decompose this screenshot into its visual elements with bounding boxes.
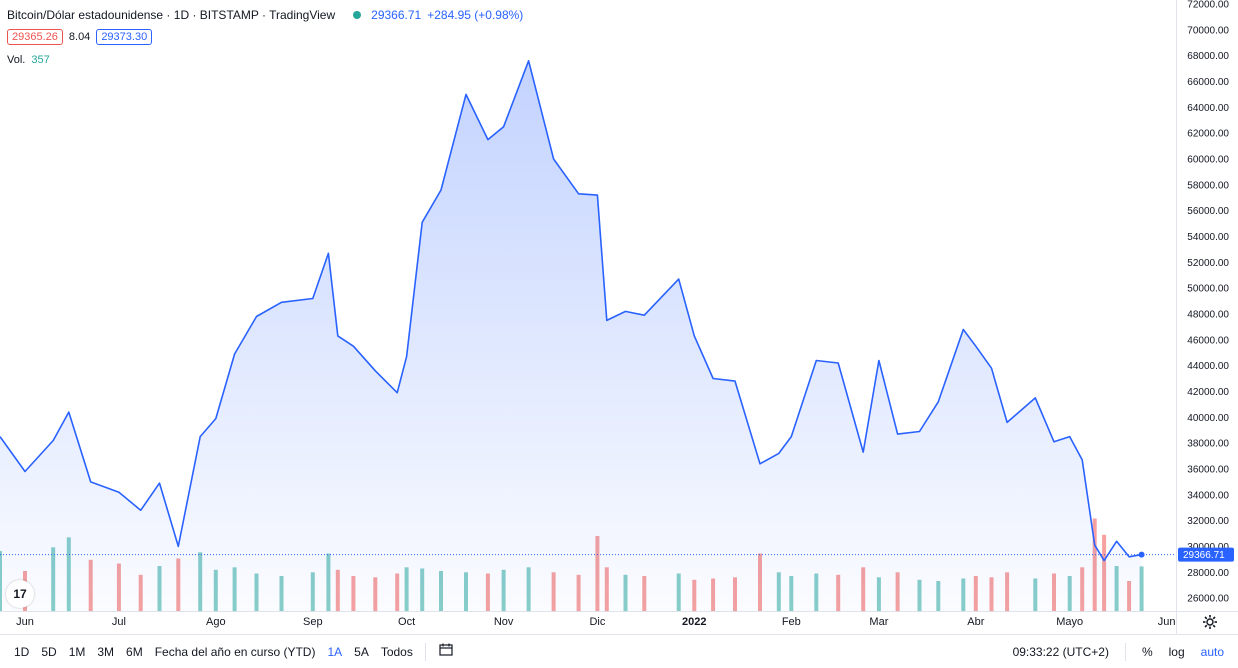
- symbol-legend: Bitcoin/Dólar estadounidense · 1D · BITS…: [7, 8, 523, 22]
- range-3m-button[interactable]: 3M: [97, 644, 115, 659]
- price-line: [0, 60, 1142, 562]
- y-tick-label: 64000.00: [1187, 103, 1229, 114]
- y-tick-label: 56000.00: [1187, 206, 1229, 217]
- spread-value: 8.04: [68, 31, 91, 43]
- bottom-toolbar: 1D 5D 1M 3M 6M Fecha del año en curso (Y…: [0, 634, 1238, 668]
- sell-price-button[interactable]: 29365.26: [7, 29, 63, 45]
- y-tick-label: 32000.00: [1187, 516, 1229, 527]
- price-area: [0, 60, 1142, 612]
- volume-legend: Vol. 357: [7, 54, 50, 66]
- y-tick-label: 26000.00: [1187, 594, 1229, 605]
- y-tick-label: 54000.00: [1187, 232, 1229, 243]
- y-tick-label: 52000.00: [1187, 258, 1229, 269]
- y-tick-label: 72000.00: [1187, 0, 1229, 11]
- y-tick-label: 30000.00: [1187, 542, 1229, 553]
- volume-label: Vol.: [7, 54, 26, 66]
- x-tick-label: Jun: [16, 616, 34, 628]
- clock-timezone[interactable]: 09:33:22 (UTC+2): [1012, 644, 1109, 659]
- last-price-badge-box: [1178, 547, 1234, 562]
- y-tick-label: 48000.00: [1187, 310, 1229, 321]
- y-tick-label: 28000.00: [1187, 568, 1229, 579]
- symbol-title[interactable]: Bitcoin/Dólar estadounidense · 1D · BITS…: [7, 8, 336, 22]
- y-tick-label: 42000.00: [1187, 387, 1229, 398]
- range-1m-button[interactable]: 1M: [68, 644, 86, 659]
- x-tick-label: Oct: [398, 616, 415, 628]
- x-tick-label: Dic: [589, 616, 605, 628]
- range-6m-button[interactable]: 6M: [126, 644, 143, 659]
- range-1y-button[interactable]: 1A: [327, 644, 343, 659]
- last-price-badge: 29366.71: [1183, 550, 1225, 561]
- range-5y-button[interactable]: 5A: [354, 644, 369, 659]
- x-tick-label: Jun: [1158, 616, 1176, 628]
- log-scale-button[interactable]: log: [1168, 644, 1185, 659]
- x-tick-label: Abr: [967, 616, 984, 628]
- y-tick-label: 38000.00: [1187, 439, 1229, 450]
- bid-ask-row: 29365.26 8.04 29373.30: [7, 29, 153, 45]
- y-tick-label: 66000.00: [1187, 77, 1229, 88]
- auto-scale-button[interactable]: auto: [1200, 644, 1224, 659]
- toolbar-divider: [1124, 642, 1126, 661]
- y-tick-label: 62000.00: [1187, 129, 1229, 140]
- x-tick-label: Ago: [206, 616, 226, 628]
- x-tick-label: Mayo: [1056, 616, 1083, 628]
- x-tick-label: Nov: [494, 616, 514, 628]
- x-tick-label: Sep: [303, 616, 323, 628]
- last-price-dot: [1138, 551, 1145, 558]
- toolbar-divider: [424, 642, 426, 661]
- y-tick-label: 46000.00: [1187, 335, 1229, 346]
- time-axis: Jun Jul Ago Sep Oct Nov Dic 2022 Feb Mar Abr Mayo Ju…: [16, 616, 1175, 628]
- y-tick-label: 40000.00: [1187, 413, 1229, 424]
- x-tick-label: Jul: [112, 616, 126, 628]
- date-range-icon[interactable]: [432, 640, 460, 663]
- percent-scale-button[interactable]: %: [1141, 644, 1153, 659]
- tradingview-logo[interactable]: 17: [6, 580, 34, 608]
- range-all-button[interactable]: Todos: [380, 644, 413, 659]
- y-tick-label: 50000.00: [1187, 284, 1229, 295]
- range-ytd-button[interactable]: Fecha del año en curso (YTD): [154, 644, 316, 659]
- settings-gear-icon[interactable]: [1202, 614, 1218, 630]
- price-chart[interactable]: 72000.00 70000.00 68000.00 66000.00 64000.00…: [0, 0, 1238, 634]
- y-tick-label: 44000.00: [1187, 361, 1229, 372]
- y-tick-label: 68000.00: [1187, 51, 1229, 62]
- y-tick-label: 34000.00: [1187, 490, 1229, 501]
- range-5d-button[interactable]: 5D: [41, 644, 57, 659]
- y-tick-label: 58000.00: [1187, 180, 1229, 191]
- x-tick-label: Mar: [869, 616, 888, 628]
- last-price: 29366.71: [371, 8, 422, 22]
- volume-value: 357: [31, 54, 50, 66]
- x-tick-label: Feb: [782, 616, 801, 628]
- price-axis: 72000.00 70000.00 68000.00 66000.00 64000.00…: [1187, 0, 1229, 605]
- y-tick-label: 60000.00: [1187, 155, 1229, 166]
- range-1d-button[interactable]: 1D: [14, 644, 30, 659]
- price-change: +284.95 (+0.98%): [427, 8, 524, 22]
- y-tick-label: 36000.00: [1187, 464, 1229, 475]
- market-status-dot: [353, 11, 362, 19]
- y-tick-label: 70000.00: [1187, 25, 1229, 36]
- x-tick-label: 2022: [682, 616, 706, 628]
- buy-price-button[interactable]: 29373.30: [96, 29, 153, 45]
